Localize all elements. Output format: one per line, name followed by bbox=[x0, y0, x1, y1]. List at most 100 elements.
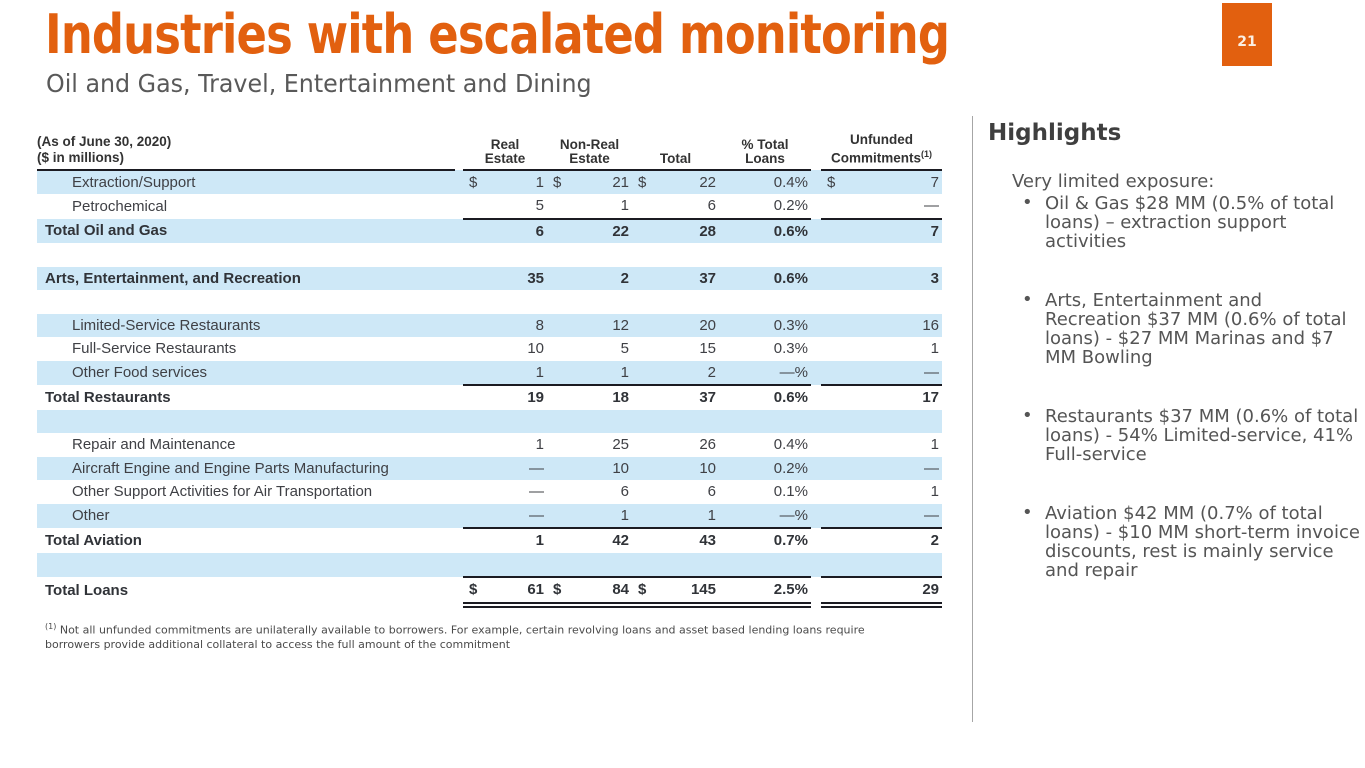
bullet-dot-icon: • bbox=[1022, 192, 1033, 213]
row-spacer bbox=[455, 409, 463, 433]
cell-non-real-estate: 1 bbox=[620, 197, 629, 215]
highlight-bullet-text: Restaurants $37 MM (0.6% of total loans)… bbox=[1045, 406, 1359, 465]
cell-real-estate: 6 bbox=[463, 217, 547, 243]
cell-real-estate bbox=[463, 243, 547, 267]
cell-unfunded-commitments bbox=[821, 243, 942, 267]
cell-real-estate: $61 bbox=[463, 576, 547, 608]
cell-total: 6 bbox=[707, 197, 716, 215]
row-spacer bbox=[811, 194, 821, 219]
cell-non-real-estate: 1 bbox=[547, 503, 632, 528]
table-row bbox=[37, 409, 942, 433]
column-header-total: Total bbox=[632, 133, 719, 171]
row-label bbox=[37, 290, 455, 314]
exposure-table: (As of June 30, 2020) ($ in millions) Re… bbox=[37, 133, 942, 608]
cell-pct-total-loans: 0.4% bbox=[773, 436, 808, 454]
cell-total: 37 bbox=[632, 266, 719, 290]
footnote: (1) Not all unfunded commitments are uni… bbox=[45, 620, 907, 652]
page-subtitle: Oil and Gas, Travel, Entertainment and D… bbox=[46, 69, 592, 98]
cell-total: $22 bbox=[632, 169, 719, 194]
table-row: Arts, Entertainment, and Recreation 35 2 37… bbox=[37, 266, 942, 290]
table-row: Repair and Maintenance 1 25 26 0.4% 1 bbox=[37, 433, 942, 457]
cell-non-real-estate: 25 bbox=[612, 436, 629, 454]
cell-pct-total-loans: 0.6% bbox=[719, 266, 811, 290]
table-row: Aircraft Engine and Engine Parts Manufac… bbox=[37, 456, 942, 480]
row-spacer bbox=[455, 218, 463, 243]
row-label: Total Restaurants bbox=[45, 388, 171, 406]
cell-unfunded-commitments: 7 bbox=[821, 217, 942, 243]
table-row bbox=[37, 552, 942, 577]
cell-pct-total-loans: 0.3% bbox=[773, 340, 808, 358]
cell-unfunded-commitments bbox=[821, 290, 942, 314]
vertical-divider bbox=[972, 116, 973, 722]
highlight-bullet: • Arts, Entertainment and Recreation $37 … bbox=[988, 289, 1362, 367]
page-number: 21 bbox=[1237, 33, 1257, 50]
cell-pct-total-loans: —% bbox=[719, 360, 811, 385]
highlights-heading: Highlights bbox=[988, 120, 1122, 146]
cell-real-estate: 35 bbox=[463, 266, 547, 290]
header-spacer bbox=[811, 133, 821, 170]
footnote-text: Not all unfunded commitments are unilate… bbox=[45, 623, 865, 651]
cell-total: 37 bbox=[632, 384, 719, 410]
cell-pct-total-loans: 0.1% bbox=[773, 483, 808, 501]
cell-non-real-estate: 42 bbox=[547, 527, 632, 553]
row-spacer bbox=[811, 360, 821, 385]
table-header-row: (As of June 30, 2020) ($ in millions) Re… bbox=[37, 133, 942, 171]
row-spacer bbox=[455, 385, 463, 410]
cell-pct-total-loans: 0.2% bbox=[773, 197, 808, 215]
table-row: Other Support Activities for Air Transpo… bbox=[37, 480, 942, 504]
cell-pct-total-loans bbox=[719, 552, 811, 577]
cell-unfunded-commitments: 1 bbox=[930, 483, 939, 501]
cell-total: 28 bbox=[632, 217, 719, 243]
cell-total bbox=[632, 552, 719, 577]
column-header-pct-total-loans: % Total Loans bbox=[719, 133, 811, 171]
cell-real-estate: — bbox=[463, 456, 547, 480]
page-number-badge: 21 bbox=[1222, 3, 1272, 66]
cell-non-real-estate: 2 bbox=[547, 266, 632, 290]
cell-real-estate: 1 bbox=[463, 527, 547, 553]
cell-real-estate: 5 bbox=[535, 197, 544, 215]
row-spacer bbox=[811, 169, 821, 194]
cell-real-estate: 19 bbox=[463, 384, 547, 410]
row-spacer bbox=[455, 266, 463, 290]
row-label: Total Loans bbox=[45, 582, 129, 600]
page-title: Industries with escalated monitoring bbox=[45, 3, 950, 66]
row-spacer bbox=[811, 218, 821, 243]
cell-pct-total-loans: —% bbox=[719, 503, 811, 528]
row-spacer bbox=[455, 577, 463, 605]
table-row: Extraction/Support $1 $21 $22 0.4% $7 bbox=[37, 169, 942, 194]
cell-real-estate: — bbox=[529, 483, 544, 501]
cell-pct-total-loans: 2.5% bbox=[719, 576, 811, 608]
row-spacer bbox=[811, 433, 821, 457]
cell-real-estate: — bbox=[463, 503, 547, 528]
cell-total bbox=[632, 290, 719, 314]
row-label: Full-Service Restaurants bbox=[72, 340, 237, 358]
highlight-bullet-text: Oil & Gas $28 MM (0.5% of total loans) –… bbox=[1045, 193, 1335, 252]
row-spacer bbox=[455, 360, 463, 385]
cell-total bbox=[632, 409, 719, 433]
column-header-non-real-estate: Non-Real Estate bbox=[547, 133, 632, 171]
cell-real-estate: $1 bbox=[463, 169, 547, 194]
row-spacer bbox=[811, 290, 821, 314]
row-spacer bbox=[455, 456, 463, 480]
table-row: Total Aviation 1 42 43 0.7% 2 bbox=[37, 527, 942, 553]
row-label: Total Aviation bbox=[45, 531, 142, 549]
cell-pct-total-loans: 0.6% bbox=[719, 217, 811, 243]
cell-non-real-estate: 18 bbox=[547, 384, 632, 410]
cell-total: 6 bbox=[707, 483, 716, 501]
row-label bbox=[37, 243, 455, 267]
cell-non-real-estate: 10 bbox=[547, 456, 632, 480]
cell-pct-total-loans: 0.3% bbox=[719, 313, 811, 337]
row-spacer bbox=[811, 552, 821, 577]
table-units: ($ in millions) bbox=[37, 149, 125, 165]
cell-unfunded-commitments: 2 bbox=[821, 527, 942, 553]
row-spacer bbox=[811, 266, 821, 290]
table-row bbox=[37, 243, 942, 267]
column-header-unfunded-commitments: Unfunded Commitments(1) bbox=[821, 133, 942, 171]
cell-total: 20 bbox=[632, 313, 719, 337]
highlights-panel: Highlights Very limited exposure: • Oil &… bbox=[988, 120, 1362, 620]
row-label bbox=[37, 552, 455, 577]
cell-total: 10 bbox=[632, 456, 719, 480]
cell-unfunded-commitments: 3 bbox=[821, 266, 942, 290]
bullet-dot-icon: • bbox=[1022, 289, 1033, 310]
cell-unfunded-commitments: — bbox=[821, 360, 942, 385]
